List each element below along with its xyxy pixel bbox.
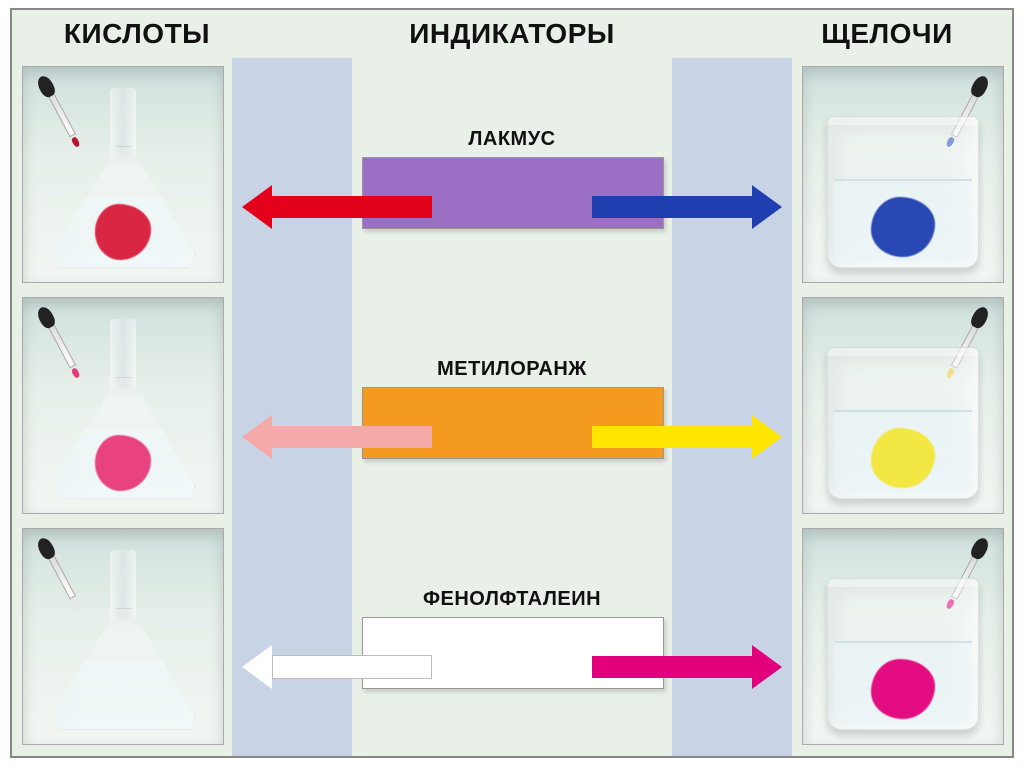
arrow-to-acid: [242, 192, 432, 222]
diagram-frame: КИСЛОТЫ ИНДИКАТОРЫ ЩЕЛОЧИ: [10, 8, 1014, 758]
flask-icon: [53, 319, 193, 499]
base-tile-phenolphthalein: [802, 528, 1004, 745]
flask-icon: [53, 88, 193, 268]
arrow-to-acid: [242, 652, 432, 682]
indicator-label: ФЕНОЛФТАЛЕИН: [362, 588, 662, 611]
base-tile-methylorange: [802, 297, 1004, 514]
acid-tile-phenolphthalein: [22, 528, 224, 745]
arrow-to-base: [592, 652, 782, 682]
base-column: [792, 58, 1012, 756]
flask-icon: [53, 550, 193, 730]
header-row: КИСЛОТЫ ИНДИКАТОРЫ ЩЕЛОЧИ: [12, 10, 1012, 58]
header-bases: ЩЕЛОЧИ: [762, 18, 1012, 50]
arrow-to-base: [592, 192, 782, 222]
beaker-icon: [827, 347, 979, 499]
header-acids: КИСЛОТЫ: [12, 18, 262, 50]
columns: ЛАКМУС МЕТИЛОРАНЖ: [12, 58, 1012, 756]
acid-column: [12, 58, 232, 756]
arrow-to-base: [592, 422, 782, 452]
arrow-to-acid: [242, 422, 432, 452]
beaker-icon: [827, 578, 979, 730]
base-tile-litmus: [802, 66, 1004, 283]
acid-tile-methylorange: [22, 297, 224, 514]
acid-tile-litmus: [22, 66, 224, 283]
indicator-label: ЛАКМУС: [362, 128, 662, 151]
beaker-icon: [827, 116, 979, 268]
indicator-label: МЕТИЛОРАНЖ: [362, 358, 662, 381]
header-indicators: ИНДИКАТОРЫ: [262, 18, 762, 50]
indicator-column: ЛАКМУС МЕТИЛОРАНЖ: [232, 58, 792, 756]
